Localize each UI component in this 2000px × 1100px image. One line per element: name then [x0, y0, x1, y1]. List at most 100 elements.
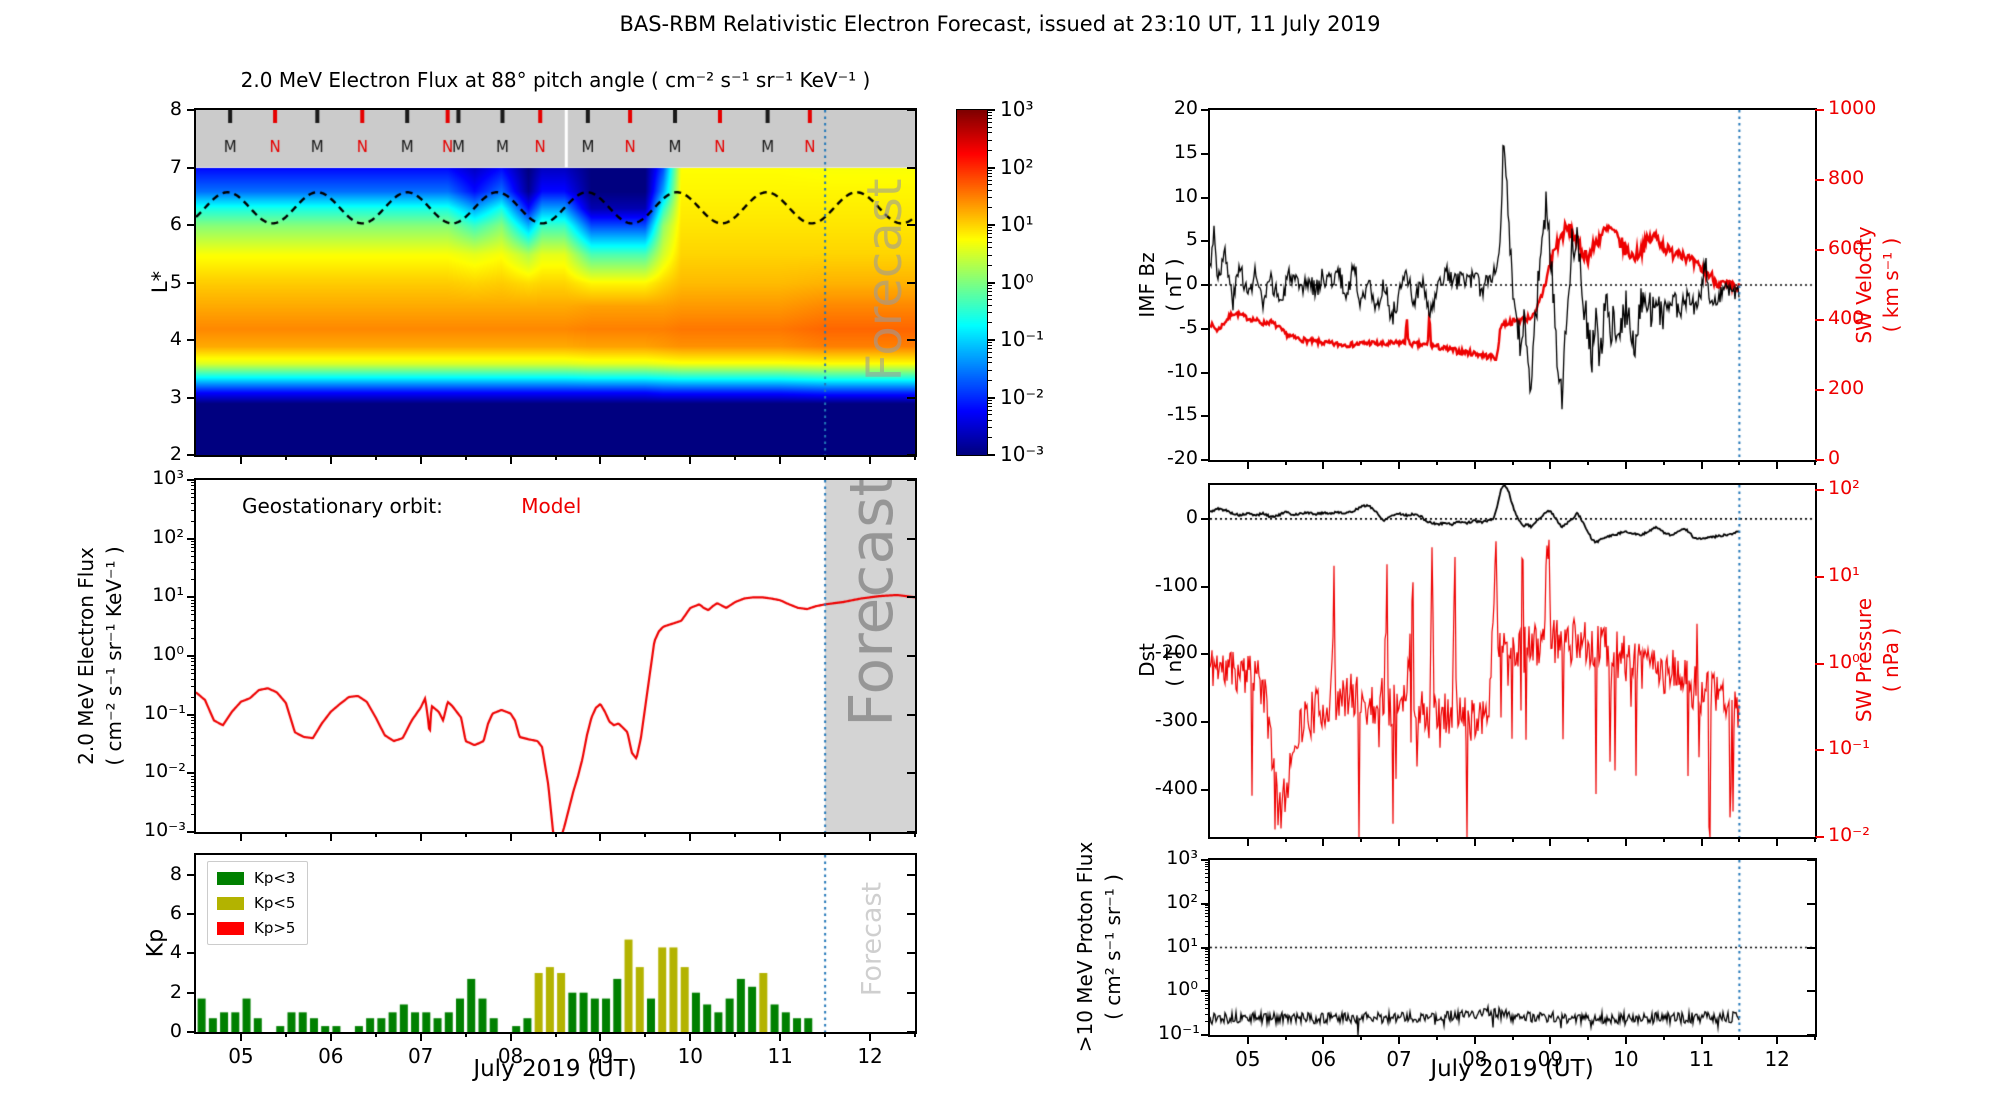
- tick-mark: [1205, 994, 1210, 996]
- tick-label: 05: [228, 1044, 254, 1068]
- tick-mark: [1814, 460, 1816, 465]
- tick-mark: [1815, 749, 1824, 752]
- tick-mark: [191, 497, 196, 499]
- spectrogram-panel: Forecast: [194, 108, 917, 457]
- tick-mark: [191, 678, 196, 680]
- tick-mark: [988, 362, 992, 364]
- tick-mark: [988, 118, 992, 120]
- tick-mark: [187, 479, 196, 481]
- tick-mark: [1662, 1035, 1665, 1040]
- tick-mark: [191, 727, 196, 729]
- tick-mark: [191, 661, 196, 663]
- tick-label: 10⁻²: [144, 760, 186, 783]
- tick-mark: [988, 189, 992, 191]
- tick-label: 10: [1613, 1047, 1639, 1071]
- tick-label: 10³: [1000, 97, 1034, 121]
- tick-mark: [988, 237, 992, 239]
- tick-mark: [988, 197, 992, 199]
- tick-label: 10⁰: [1166, 978, 1198, 1001]
- tick-mark: [824, 1032, 827, 1037]
- tick-mark: [988, 290, 992, 292]
- tick-mark: [1205, 1008, 1210, 1010]
- tick-label: 10²: [1166, 890, 1198, 913]
- tick-mark: [1205, 949, 1210, 950]
- tick-mark: [907, 224, 915, 226]
- tick-label: 400: [1828, 307, 1865, 329]
- tick-mark: [191, 781, 196, 783]
- tick-mark: [1205, 920, 1210, 922]
- legend-swatch-green: [217, 871, 244, 885]
- tick-label: -200: [1154, 641, 1198, 664]
- tick-mark: [1284, 1035, 1287, 1040]
- tick-label: 10²: [152, 525, 184, 548]
- tick-mark: [988, 287, 992, 289]
- tick-mark: [988, 294, 992, 296]
- tick-mark: [191, 637, 196, 639]
- tick-mark: [1815, 109, 1824, 111]
- tick-label: 10⁻³: [144, 819, 186, 841]
- tick-mark: [1201, 653, 1210, 656]
- tick-label: 10¹: [1000, 212, 1034, 236]
- tick-label: 12: [1764, 1047, 1790, 1071]
- tick-mark: [554, 832, 557, 837]
- spectrogram-canvas: [196, 110, 915, 455]
- tick-mark: [1807, 859, 1815, 861]
- tick-mark: [1549, 460, 1552, 469]
- tick-mark: [1322, 1035, 1325, 1044]
- tick-mark: [1587, 1035, 1590, 1040]
- tick-mark: [191, 547, 196, 549]
- proton-ylabel-line1: >10 MeV Proton Flux: [1073, 841, 1097, 1053]
- tick-mark: [1201, 240, 1210, 243]
- tick-mark: [907, 596, 915, 599]
- tick-mark: [1201, 946, 1210, 949]
- tick-mark: [1205, 933, 1210, 935]
- tick-label: 07: [1386, 1047, 1412, 1071]
- tick-mark: [779, 455, 782, 464]
- tick-mark: [988, 169, 992, 171]
- imf-bz-panel: [1208, 108, 1817, 462]
- tick-mark: [187, 713, 196, 716]
- tick-label: 07: [407, 1044, 434, 1068]
- tick-mark: [329, 1032, 332, 1041]
- tick-label: 10¹: [152, 584, 184, 607]
- forecast-watermark: Forecast: [856, 881, 888, 997]
- tick-label: 10⁻¹: [1158, 1022, 1200, 1044]
- tick-label: 10²: [1828, 477, 1860, 500]
- tick-mark: [419, 832, 422, 841]
- tick-mark: [1738, 460, 1741, 465]
- tick-mark: [187, 281, 196, 284]
- tick-mark: [1624, 1035, 1627, 1044]
- tick-mark: [1815, 575, 1824, 578]
- tick-mark: [907, 772, 915, 775]
- tick-mark: [907, 396, 915, 399]
- tick-label: 10³: [152, 467, 184, 489]
- tick-label: 200: [1828, 377, 1865, 399]
- tick-mark: [988, 348, 992, 350]
- tick-mark: [988, 122, 992, 124]
- tick-mark: [988, 322, 992, 324]
- tick-mark: [1398, 1035, 1401, 1044]
- tick-mark: [1205, 882, 1210, 884]
- tick-mark: [1549, 1035, 1552, 1044]
- tick-mark: [1205, 1000, 1210, 1002]
- tick-label: 2: [169, 443, 182, 465]
- tick-mark: [1700, 1035, 1703, 1044]
- tick-mark: [1776, 1035, 1779, 1044]
- tick-mark: [907, 952, 915, 955]
- tick-mark: [554, 455, 557, 460]
- tick-mark: [988, 414, 992, 416]
- tick-mark: [1205, 977, 1210, 979]
- tick-mark: [1807, 946, 1815, 949]
- tick-mark: [988, 109, 995, 111]
- tick-mark: [644, 1032, 647, 1037]
- tick-mark: [779, 832, 782, 841]
- tick-mark: [191, 673, 196, 675]
- colorbar: [956, 109, 988, 456]
- tick-mark: [239, 832, 242, 841]
- tick-label: -300: [1154, 708, 1198, 731]
- proton-flux-canvas: [1210, 860, 1815, 1035]
- tick-mark: [191, 620, 196, 622]
- tick-mark: [1776, 460, 1779, 469]
- tick-mark: [1201, 720, 1210, 723]
- tick-mark: [1587, 460, 1590, 465]
